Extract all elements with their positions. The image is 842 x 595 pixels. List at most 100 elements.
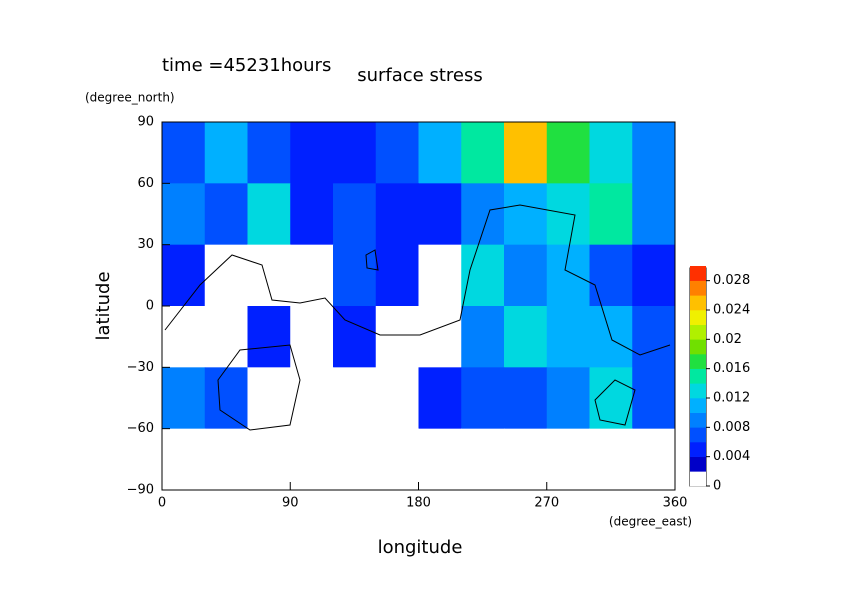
field-cell — [375, 306, 419, 368]
field-cell — [632, 306, 676, 368]
field-cell — [418, 428, 462, 491]
colorbar-tick-label: 0.02 — [713, 332, 742, 347]
field-cell — [546, 306, 590, 368]
field-cell — [333, 244, 377, 307]
field-cell — [290, 367, 334, 430]
field-cell — [418, 122, 462, 184]
x-unit: (degree_east) — [609, 515, 692, 529]
colorbar-swatch — [690, 295, 706, 311]
x-tick-label: 90 — [282, 496, 299, 511]
field-cell — [333, 306, 377, 368]
field-cell — [375, 367, 419, 430]
field-cell — [504, 428, 548, 491]
field-cell — [290, 122, 334, 184]
field-cell — [375, 428, 419, 491]
colorbar-swatch — [690, 412, 706, 428]
field-cell — [589, 244, 633, 307]
colorbar-tick-label: 0.028 — [713, 273, 750, 288]
x-label: longitude — [378, 537, 463, 558]
colorbar-tick-label: 0.012 — [713, 391, 750, 406]
field-cell — [504, 122, 548, 184]
field-cell — [162, 306, 206, 368]
x-tick-label: 360 — [663, 496, 688, 511]
colorbar-swatch — [690, 456, 706, 472]
field-cell — [546, 428, 590, 491]
y-tick-label: 0 — [146, 299, 154, 314]
y-unit: (degree_north) — [85, 91, 175, 105]
field-cell — [632, 122, 676, 184]
field-cell — [204, 306, 248, 368]
y-tick-label: 30 — [137, 237, 154, 252]
field-cell — [461, 122, 505, 184]
field-cell — [461, 428, 505, 491]
colorbar-swatch — [690, 427, 706, 443]
field-cell — [632, 183, 676, 246]
field-cell — [247, 122, 291, 184]
y-tick-label: −30 — [127, 360, 154, 375]
field-cell — [333, 183, 377, 246]
y-tick-label: 60 — [137, 176, 154, 191]
field-cell — [375, 244, 419, 307]
field-cell — [204, 244, 248, 307]
colorbar-tick-label: 0.004 — [713, 449, 750, 464]
y-label: latitude — [93, 271, 114, 340]
field-cell — [632, 428, 676, 491]
field-cell — [204, 122, 248, 184]
field-cell — [375, 122, 419, 184]
field-cell — [247, 306, 291, 368]
field-cell — [204, 428, 248, 491]
field-cell — [589, 122, 633, 184]
field-cell — [632, 244, 676, 307]
field-cell — [333, 428, 377, 491]
field-cell — [290, 428, 334, 491]
colorbar-swatch — [690, 442, 706, 457]
y-tick-label: 90 — [137, 115, 154, 130]
field-cell — [546, 367, 590, 430]
coastlines — [164, 204, 671, 431]
x-tick-label: 180 — [406, 496, 431, 511]
colorbar-tick-label: 0 — [713, 479, 721, 494]
colorbar-tick-label: 0.008 — [713, 420, 750, 435]
subtitle: time =45231hours — [162, 55, 331, 76]
field-cell — [162, 367, 206, 430]
colorbar-swatch — [690, 324, 706, 340]
field-cell — [290, 183, 334, 246]
field-cell — [504, 183, 548, 246]
colorbar-swatch — [690, 280, 706, 296]
y-tick-label: −90 — [127, 483, 154, 498]
y-tick-label: −60 — [127, 421, 154, 436]
colorbar-swatch — [690, 398, 706, 413]
colorbar-swatch — [690, 310, 706, 325]
field-cell — [162, 244, 206, 307]
field-cell — [162, 183, 206, 246]
chart-title: surface stress — [357, 65, 483, 86]
field-cell — [461, 367, 505, 430]
colorbar-swatch — [690, 354, 706, 369]
field-cell — [546, 244, 590, 307]
field-cell — [162, 122, 206, 184]
colorbar-swatch — [690, 266, 706, 281]
field-cell — [290, 306, 334, 368]
field-cell — [247, 428, 291, 491]
colorbar-tick-label: 0.024 — [713, 303, 750, 318]
field-cell — [461, 306, 505, 368]
field-cell — [461, 183, 505, 246]
field-cell — [162, 428, 206, 491]
field-cell — [461, 244, 505, 307]
field-cell — [247, 244, 291, 307]
colorbar-swatch — [690, 339, 706, 355]
field-cell — [418, 244, 462, 307]
x-tick-label: 0 — [158, 496, 166, 511]
colorbar-swatch — [690, 383, 706, 399]
field — [162, 122, 676, 491]
field-cell — [204, 183, 248, 246]
field-cell — [247, 183, 291, 246]
field-cell — [204, 367, 248, 430]
field-cell — [504, 367, 548, 430]
field-cell — [546, 122, 590, 184]
field-cell — [418, 367, 462, 430]
field-cell — [504, 244, 548, 307]
x-tick-label: 270 — [534, 496, 559, 511]
field-cell — [589, 183, 633, 246]
